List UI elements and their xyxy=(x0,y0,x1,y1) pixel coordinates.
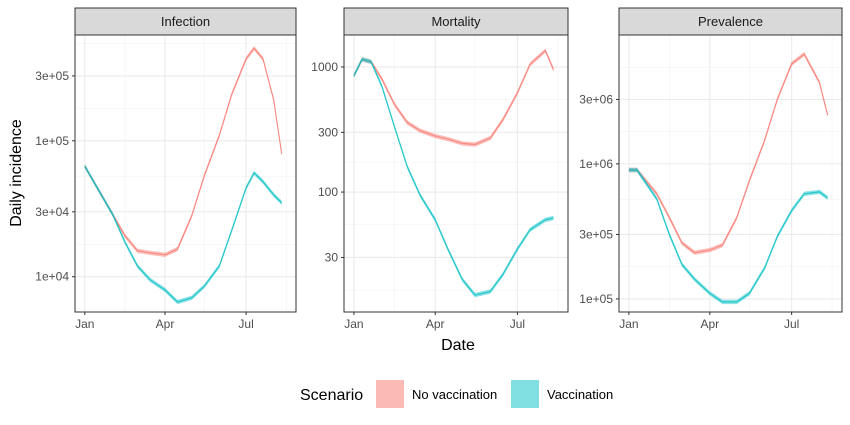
y-tick-label-mortality: 100 xyxy=(318,185,338,199)
x-tick-label-mortality: Apr xyxy=(426,317,445,331)
line-vaccination-mortality xyxy=(353,58,554,296)
line-no-vaccination-infection xyxy=(84,47,283,256)
panel-background-infection xyxy=(75,35,296,312)
strip-label-mortality: Mortality xyxy=(431,14,481,29)
legend-key-no-vaccination xyxy=(376,380,404,408)
x-tick-label-mortality: Jul xyxy=(510,317,525,331)
y-tick-label-infection: 3e+05 xyxy=(35,69,69,83)
line-vaccination-infection xyxy=(84,165,283,303)
y-tick-label-mortality: 30 xyxy=(325,250,339,264)
strip-prevalence xyxy=(618,7,843,36)
y-tick-label-infection: 1e+05 xyxy=(35,134,69,148)
legend-key-vaccination xyxy=(511,380,539,408)
y-tick-label-mortality: 1000 xyxy=(311,60,338,74)
y-tick-label-infection: 3e+04 xyxy=(35,205,69,219)
y-tick-label-mortality: 300 xyxy=(318,125,338,139)
x-tick-label-prevalence: Apr xyxy=(700,317,719,331)
legend-title: Scenario xyxy=(300,387,363,404)
x-axis-title: Date xyxy=(441,337,475,354)
strip-mortality xyxy=(343,7,569,36)
y-tick-label-prevalence: 1e+06 xyxy=(579,157,613,171)
line-no-vaccination-mortality xyxy=(353,49,555,146)
x-tick-label-prevalence: Jan xyxy=(619,317,638,331)
panel-background-prevalence xyxy=(619,35,842,312)
y-tick-label-infection: 1e+04 xyxy=(35,270,69,284)
line-vaccination-prevalence xyxy=(628,169,828,303)
y-tick-label-prevalence: 3e+05 xyxy=(579,227,613,241)
strip-label-infection: Infection xyxy=(161,14,210,29)
line-no-vaccination-prevalence xyxy=(628,53,829,254)
legend-label-vaccination: Vaccination xyxy=(547,387,613,402)
strip-label-prevalence: Prevalence xyxy=(698,14,763,29)
y-tick-label-prevalence: 1e+05 xyxy=(579,292,613,306)
x-tick-label-prevalence: Jul xyxy=(784,317,799,331)
strip-infection xyxy=(74,7,297,36)
x-tick-label-mortality: Jan xyxy=(344,317,363,331)
x-tick-label-infection: Jan xyxy=(75,317,94,331)
legend-label-no-vaccination: No vaccination xyxy=(412,387,497,402)
x-tick-label-infection: Jul xyxy=(238,317,253,331)
y-axis-title: Daily incidence xyxy=(8,119,25,227)
y-tick-label-prevalence: 3e+06 xyxy=(579,92,613,106)
x-tick-label-infection: Apr xyxy=(156,317,175,331)
